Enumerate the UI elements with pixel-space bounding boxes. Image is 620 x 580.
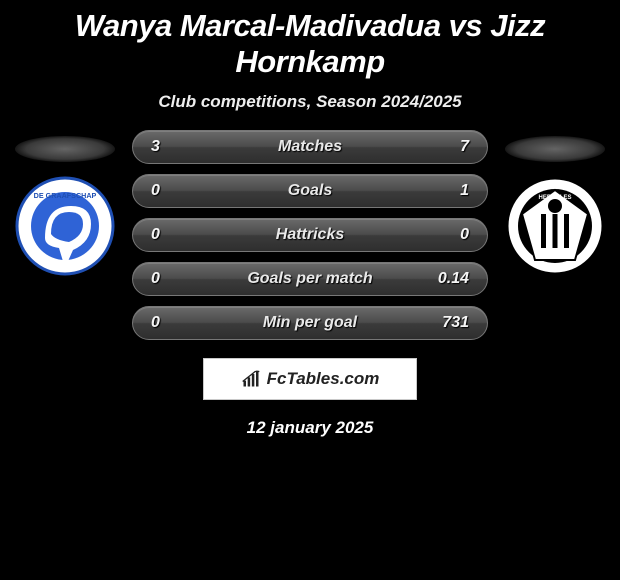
svg-text:HERACLES: HERACLES	[538, 195, 571, 201]
stat-label: Hattricks	[276, 226, 344, 244]
left-club-crest: DE GRAAFSCHAP	[15, 176, 115, 276]
stat-label: Goals per match	[247, 270, 372, 288]
player-shadow-right	[505, 136, 605, 162]
date-line: 12 january 2025	[10, 418, 610, 438]
stat-label: Goals	[288, 182, 332, 200]
stat-right-value: 1	[421, 182, 469, 200]
stat-row-min-per-goal: 0 Min per goal 731	[132, 306, 488, 340]
main-row: DE GRAAFSCHAP 3 Matches 7 0 Goals 1 0 Ha…	[10, 130, 610, 340]
stat-row-goals-per-match: 0 Goals per match 0.14	[132, 262, 488, 296]
heracles-icon: HERACLES	[505, 176, 605, 276]
stat-left-value: 0	[151, 270, 199, 288]
brand-label: FcTables.com	[267, 369, 380, 389]
bar-chart-icon	[241, 369, 261, 389]
stat-row-hattricks: 0 Hattricks 0	[132, 218, 488, 252]
left-player-column: DE GRAAFSCHAP	[10, 130, 120, 276]
svg-text:DE GRAAFSCHAP: DE GRAAFSCHAP	[34, 191, 97, 200]
stat-label: Matches	[278, 138, 342, 156]
stat-label: Min per goal	[263, 314, 357, 332]
stat-right-value: 0	[421, 226, 469, 244]
stat-left-value: 0	[151, 314, 199, 332]
right-club-crest: HERACLES	[505, 176, 605, 276]
right-player-column: HERACLES	[500, 130, 610, 276]
stat-right-value: 0.14	[421, 270, 469, 288]
stat-right-value: 731	[421, 314, 469, 332]
page-title: Wanya Marcal-Madivadua vs Jizz Hornkamp	[10, 8, 610, 80]
stat-row-goals: 0 Goals 1	[132, 174, 488, 208]
player-shadow-left	[15, 136, 115, 162]
stat-left-value: 3	[151, 138, 199, 156]
comparison-card: Wanya Marcal-Madivadua vs Jizz Hornkamp …	[0, 0, 620, 446]
stats-column: 3 Matches 7 0 Goals 1 0 Hattricks 0 0 Go…	[128, 130, 492, 340]
subtitle: Club competitions, Season 2024/2025	[10, 92, 610, 112]
brand-badge: FcTables.com	[203, 358, 417, 400]
stat-left-value: 0	[151, 226, 199, 244]
stat-row-matches: 3 Matches 7	[132, 130, 488, 164]
stat-left-value: 0	[151, 182, 199, 200]
stat-right-value: 7	[421, 138, 469, 156]
de-graafschap-icon: DE GRAAFSCHAP	[15, 176, 115, 276]
